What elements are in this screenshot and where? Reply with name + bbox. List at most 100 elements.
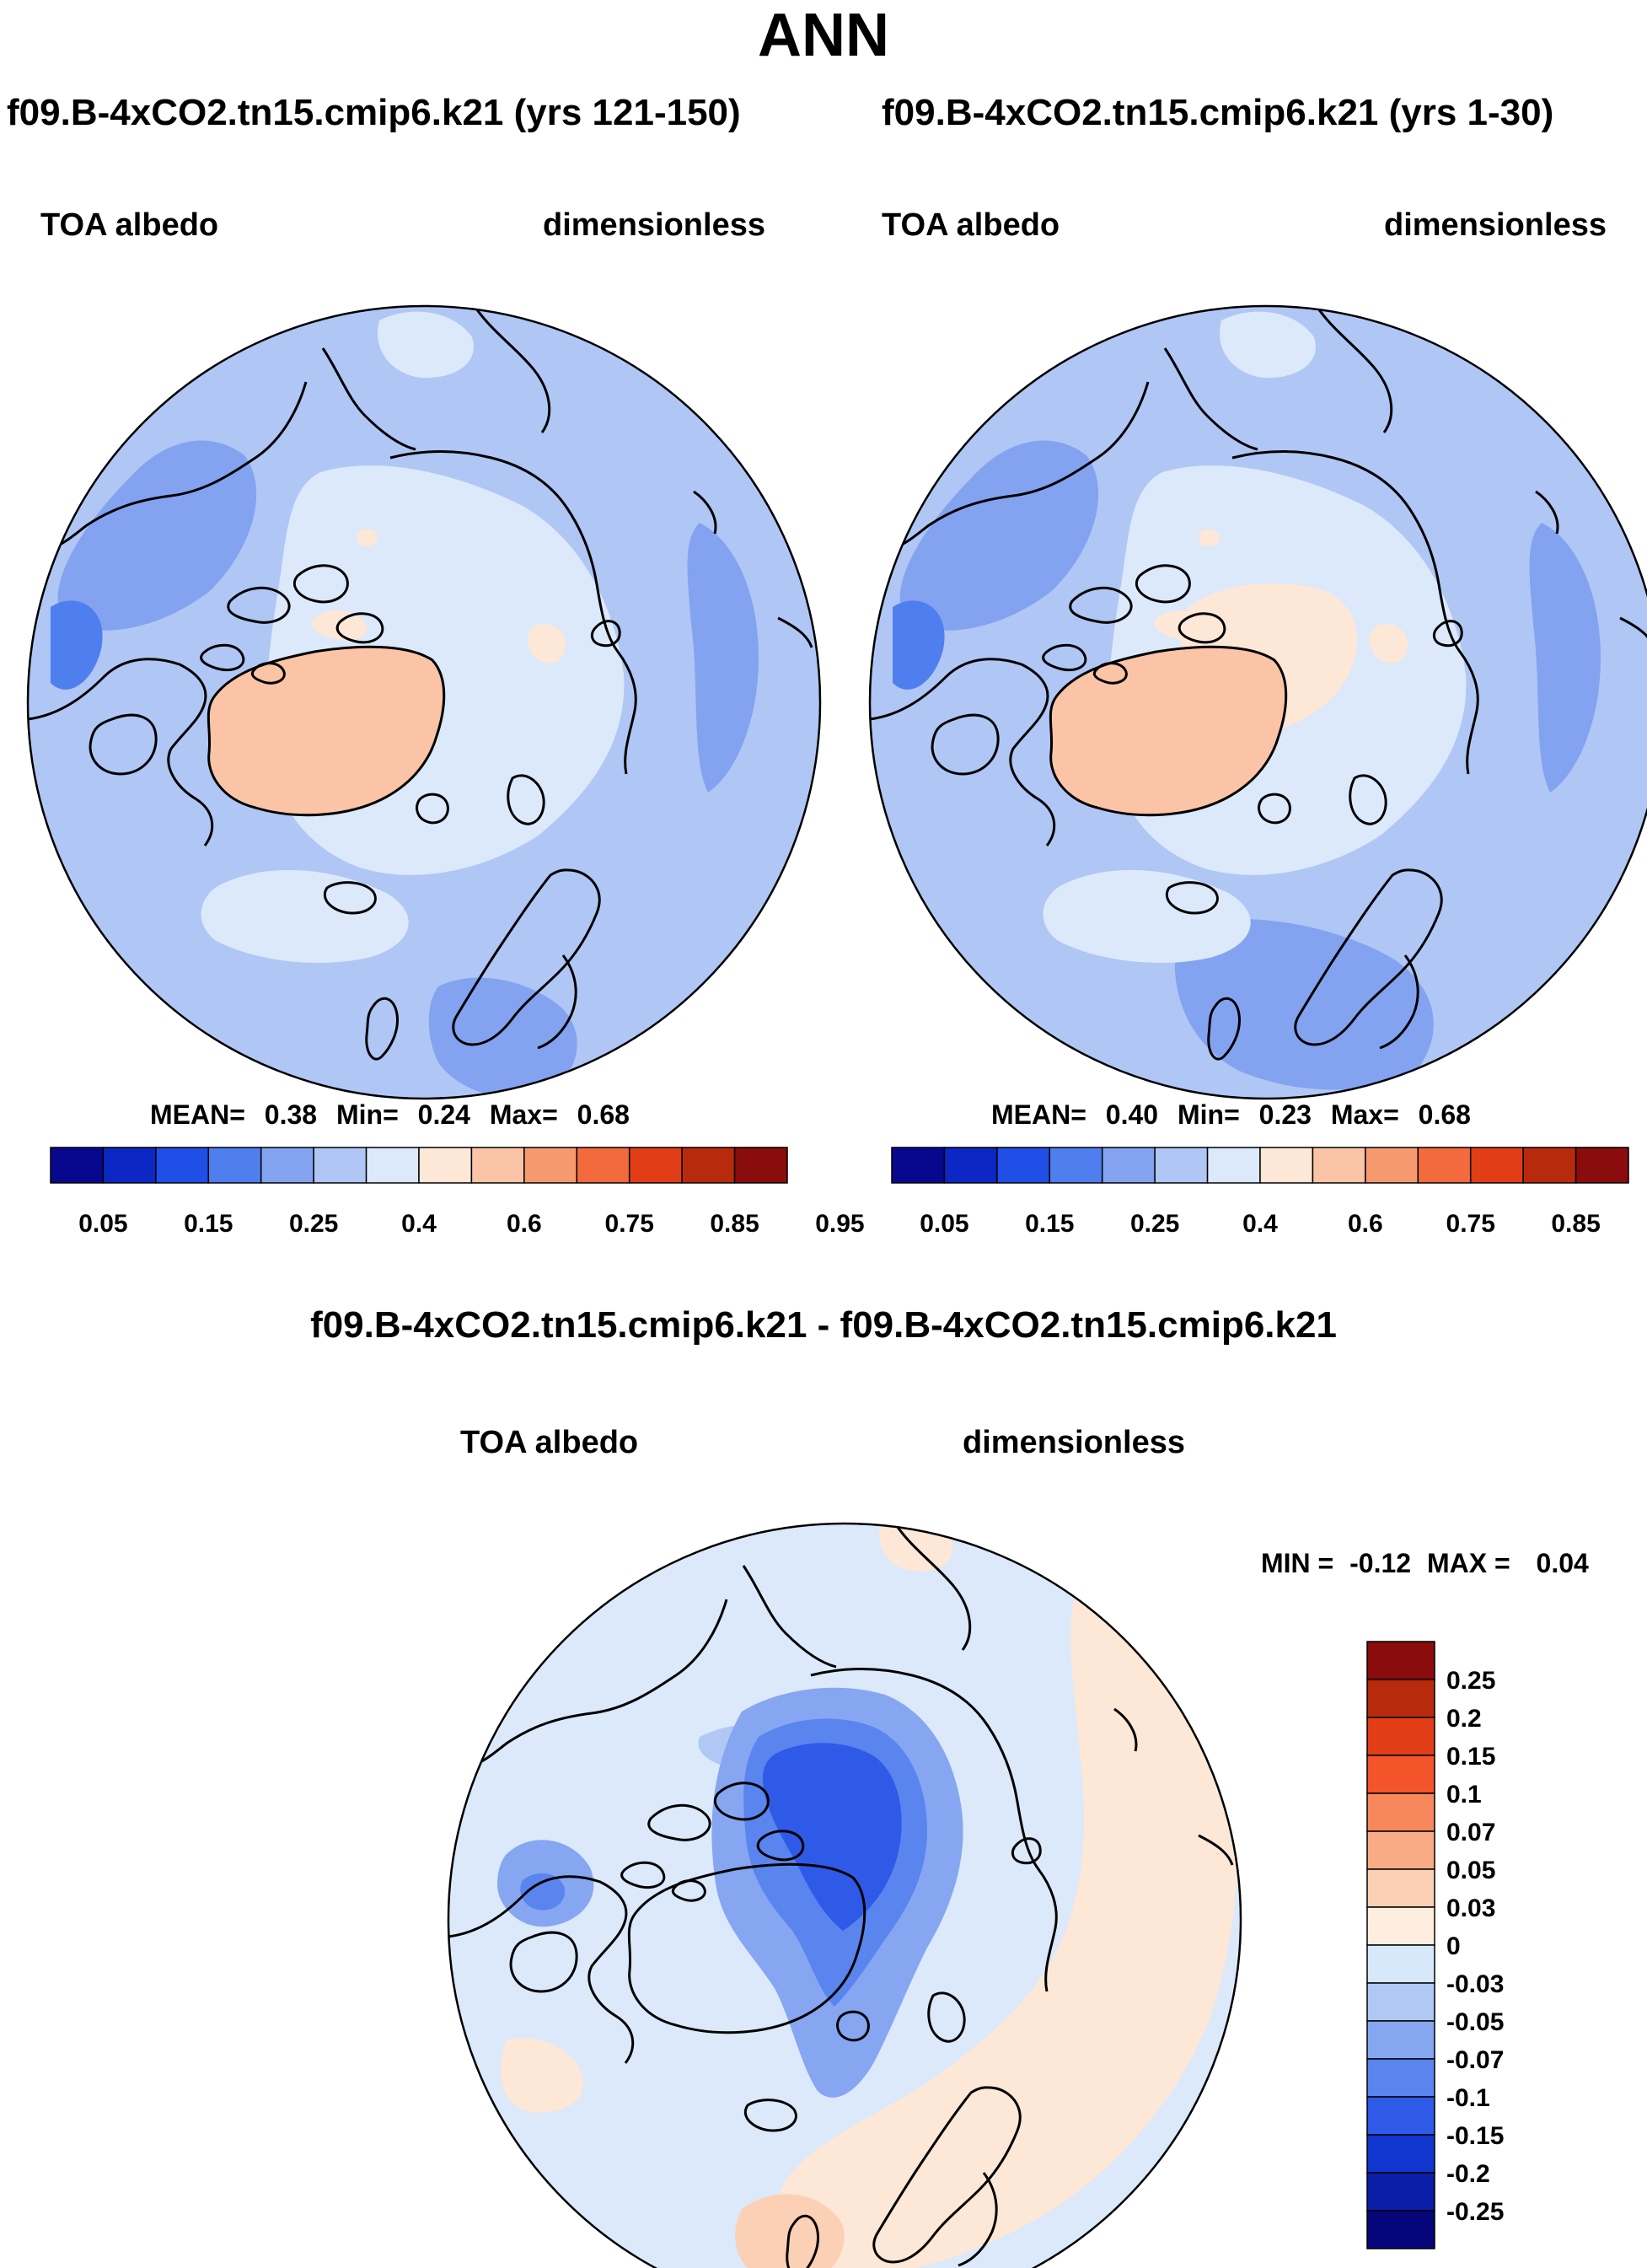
colorbar-difference-tick-label: -0.15 bbox=[1446, 2122, 1504, 2150]
colorbar-difference-swatch bbox=[1366, 1830, 1435, 1870]
colorbar-difference-swatch bbox=[1366, 2210, 1435, 2249]
colorbar-control-tick-label: 0.4 bbox=[1242, 1210, 1278, 1238]
colorbar-case-swatch bbox=[207, 1147, 262, 1184]
colorbar-difference-swatch bbox=[1366, 1755, 1435, 1794]
colorbar-difference-tick-label: 0.07 bbox=[1446, 1819, 1495, 1846]
colorbar-difference-swatch bbox=[1366, 1641, 1435, 1680]
stats-mean-value: 0.38 bbox=[264, 1099, 318, 1130]
colorbar-case-swatch bbox=[365, 1147, 420, 1184]
field-arctic-diff bbox=[763, 1743, 902, 1931]
colorbar-case-tick-label: 0.15 bbox=[184, 1210, 233, 1238]
page-title: ANN bbox=[758, 2, 889, 69]
colorbar-difference-tick-label: 0.25 bbox=[1446, 1667, 1495, 1695]
colorbar-case-swatch bbox=[102, 1147, 157, 1184]
colorbar-case-tick-label: 0.05 bbox=[78, 1210, 127, 1238]
colorbar-control-swatch bbox=[996, 1147, 1051, 1184]
colorbar-case-swatch bbox=[260, 1147, 314, 1184]
diff-min-label: MIN = bbox=[1261, 1548, 1334, 1578]
colorbar-difference-tick-label: 0 bbox=[1446, 1932, 1461, 1960]
panel-case-title: f09.B-4xCO2.tn15.cmip6.k21 (yrs 121-150) bbox=[7, 92, 741, 133]
colorbar-control-tick-label: 0.15 bbox=[1025, 1210, 1074, 1238]
colorbar-case-swatch bbox=[628, 1147, 683, 1184]
colorbar-difference-tick-label: -0.25 bbox=[1446, 2198, 1504, 2226]
colorbar-case-swatch bbox=[50, 1147, 105, 1184]
colorbar-case-swatch bbox=[681, 1147, 736, 1184]
colorbar-difference-tick-label: -0.03 bbox=[1446, 1970, 1504, 1998]
colorbar-case-tick-label: 0.4 bbox=[401, 1210, 437, 1238]
map-difference bbox=[447, 1522, 1242, 2268]
colorbar-difference-tick-label: 0.05 bbox=[1446, 1857, 1495, 1884]
stats-min-label: Min= bbox=[335, 1099, 399, 1130]
colorbar-difference-swatch bbox=[1366, 1982, 1435, 2022]
stats-min-value: 0.24 bbox=[417, 1099, 470, 1130]
colorbar-case-tick-label: 0.25 bbox=[289, 1210, 338, 1238]
stats-mean-label: MEAN= bbox=[991, 1099, 1086, 1130]
colorbar-difference-tick-label: 0.2 bbox=[1446, 1705, 1482, 1733]
difference-stats: MIN = -0.12 MAX = 0.04 bbox=[1261, 1550, 1589, 1577]
colorbar-difference-swatch bbox=[1366, 2134, 1435, 2174]
colorbar-difference-swatch bbox=[1366, 2096, 1435, 2136]
stats-control: MEAN= 0.40 Min= 0.23 Max= 0.68 bbox=[991, 1101, 1471, 1128]
colorbar-difference-tick-label: -0.2 bbox=[1446, 2160, 1490, 2188]
colorbar-control-swatch bbox=[1312, 1147, 1366, 1184]
colorbar-difference-swatch bbox=[1366, 2020, 1435, 2060]
colorbar-difference-swatch bbox=[1366, 1944, 1435, 1984]
stats-max-value: 0.68 bbox=[577, 1099, 630, 1130]
colorbar-case-swatch bbox=[155, 1147, 210, 1184]
colorbar-case-tick-label: 0.75 bbox=[605, 1210, 654, 1238]
colorbar-difference-swatch bbox=[1366, 1868, 1435, 1908]
diff-max-value: 0.04 bbox=[1536, 1548, 1589, 1578]
colorbar-control-swatch bbox=[1575, 1147, 1629, 1184]
colorbar-difference-tick-label: -0.1 bbox=[1446, 2084, 1490, 2112]
panel-control-units: dimensionless bbox=[1384, 207, 1607, 243]
diff-min-value: -0.12 bbox=[1349, 1548, 1412, 1578]
panel-control-variable: TOA albedo bbox=[882, 207, 1060, 243]
colorbar-control-swatch bbox=[1259, 1147, 1314, 1184]
colorbar-control-tick-label: 0.6 bbox=[1348, 1210, 1383, 1238]
colorbar-case-tick-label: 0.6 bbox=[507, 1210, 542, 1238]
colorbar-difference-swatch bbox=[1366, 2058, 1435, 2098]
colorbar-case-tick-label: 0.85 bbox=[710, 1210, 759, 1238]
difference-variable: TOA albedo bbox=[460, 1425, 639, 1460]
stats-mean-value: 0.40 bbox=[1105, 1099, 1159, 1130]
colorbar-case-swatch bbox=[313, 1147, 367, 1184]
stats-min-label: Min= bbox=[1177, 1099, 1240, 1130]
colorbar-difference-tick-label: 0.03 bbox=[1446, 1894, 1495, 1922]
colorbar-case-tick-label: 0.95 bbox=[815, 1210, 864, 1238]
panel-case-variable: TOA albedo bbox=[40, 207, 219, 243]
colorbar-control-swatch bbox=[891, 1147, 946, 1184]
colorbar-difference-tick-label: 0.15 bbox=[1446, 1743, 1495, 1771]
colorbar-difference-swatch bbox=[1366, 1906, 1435, 1946]
colorbar-case-swatch bbox=[576, 1147, 630, 1184]
colorbar-control-tick-label: 0.05 bbox=[920, 1210, 968, 1238]
stats-min-value: 0.23 bbox=[1258, 1099, 1312, 1130]
colorbar-control-tick-label: 0.85 bbox=[1551, 1210, 1600, 1238]
colorbar-control-tick-label: 0.25 bbox=[1130, 1210, 1179, 1238]
panel-control-title: f09.B-4xCO2.tn15.cmip6.k21 (yrs 1-30) bbox=[882, 92, 1554, 133]
colorbar-control-swatch bbox=[1154, 1147, 1209, 1184]
colorbar-case-swatch bbox=[733, 1147, 788, 1184]
colorbar-difference-swatch bbox=[1366, 2172, 1435, 2212]
map-control bbox=[868, 304, 1647, 1100]
stats-max-label: Max= bbox=[489, 1099, 558, 1130]
colorbar-control: 0.050.150.250.40.60.750.850.95 bbox=[891, 1147, 1629, 1238]
colorbar-control-swatch bbox=[1101, 1147, 1156, 1184]
difference-units: dimensionless bbox=[963, 1425, 1185, 1460]
colorbar-control-swatch bbox=[1206, 1147, 1261, 1184]
colorbar-control-swatch bbox=[1522, 1147, 1577, 1184]
colorbar-difference-swatch bbox=[1366, 1679, 1435, 1718]
stats-max-value: 0.68 bbox=[1418, 1099, 1471, 1130]
colorbar-difference: 0.25 0.2 0.15 0.1 0.07 0.05 0.03 0 -0.03 -0.05 -0.… bbox=[1366, 1641, 1504, 2249]
colorbar-case-swatch bbox=[523, 1147, 578, 1184]
colorbar-control-swatch bbox=[1049, 1147, 1103, 1184]
colorbar-difference-tick-label: -0.07 bbox=[1446, 2046, 1504, 2074]
colorbar-control-swatch bbox=[1365, 1147, 1419, 1184]
colorbar-control-swatch bbox=[943, 1147, 998, 1184]
colorbar-difference-swatch bbox=[1366, 1717, 1435, 1756]
map-case bbox=[26, 304, 822, 1100]
stats-mean-label: MEAN= bbox=[150, 1099, 245, 1130]
colorbar-control-swatch bbox=[1469, 1147, 1524, 1184]
colorbar-case-swatch bbox=[470, 1147, 525, 1184]
colorbar-case: 0.05 0.15 0.25 0.4 0.6 0.75 0.85 0.95 bbox=[50, 1147, 865, 1238]
